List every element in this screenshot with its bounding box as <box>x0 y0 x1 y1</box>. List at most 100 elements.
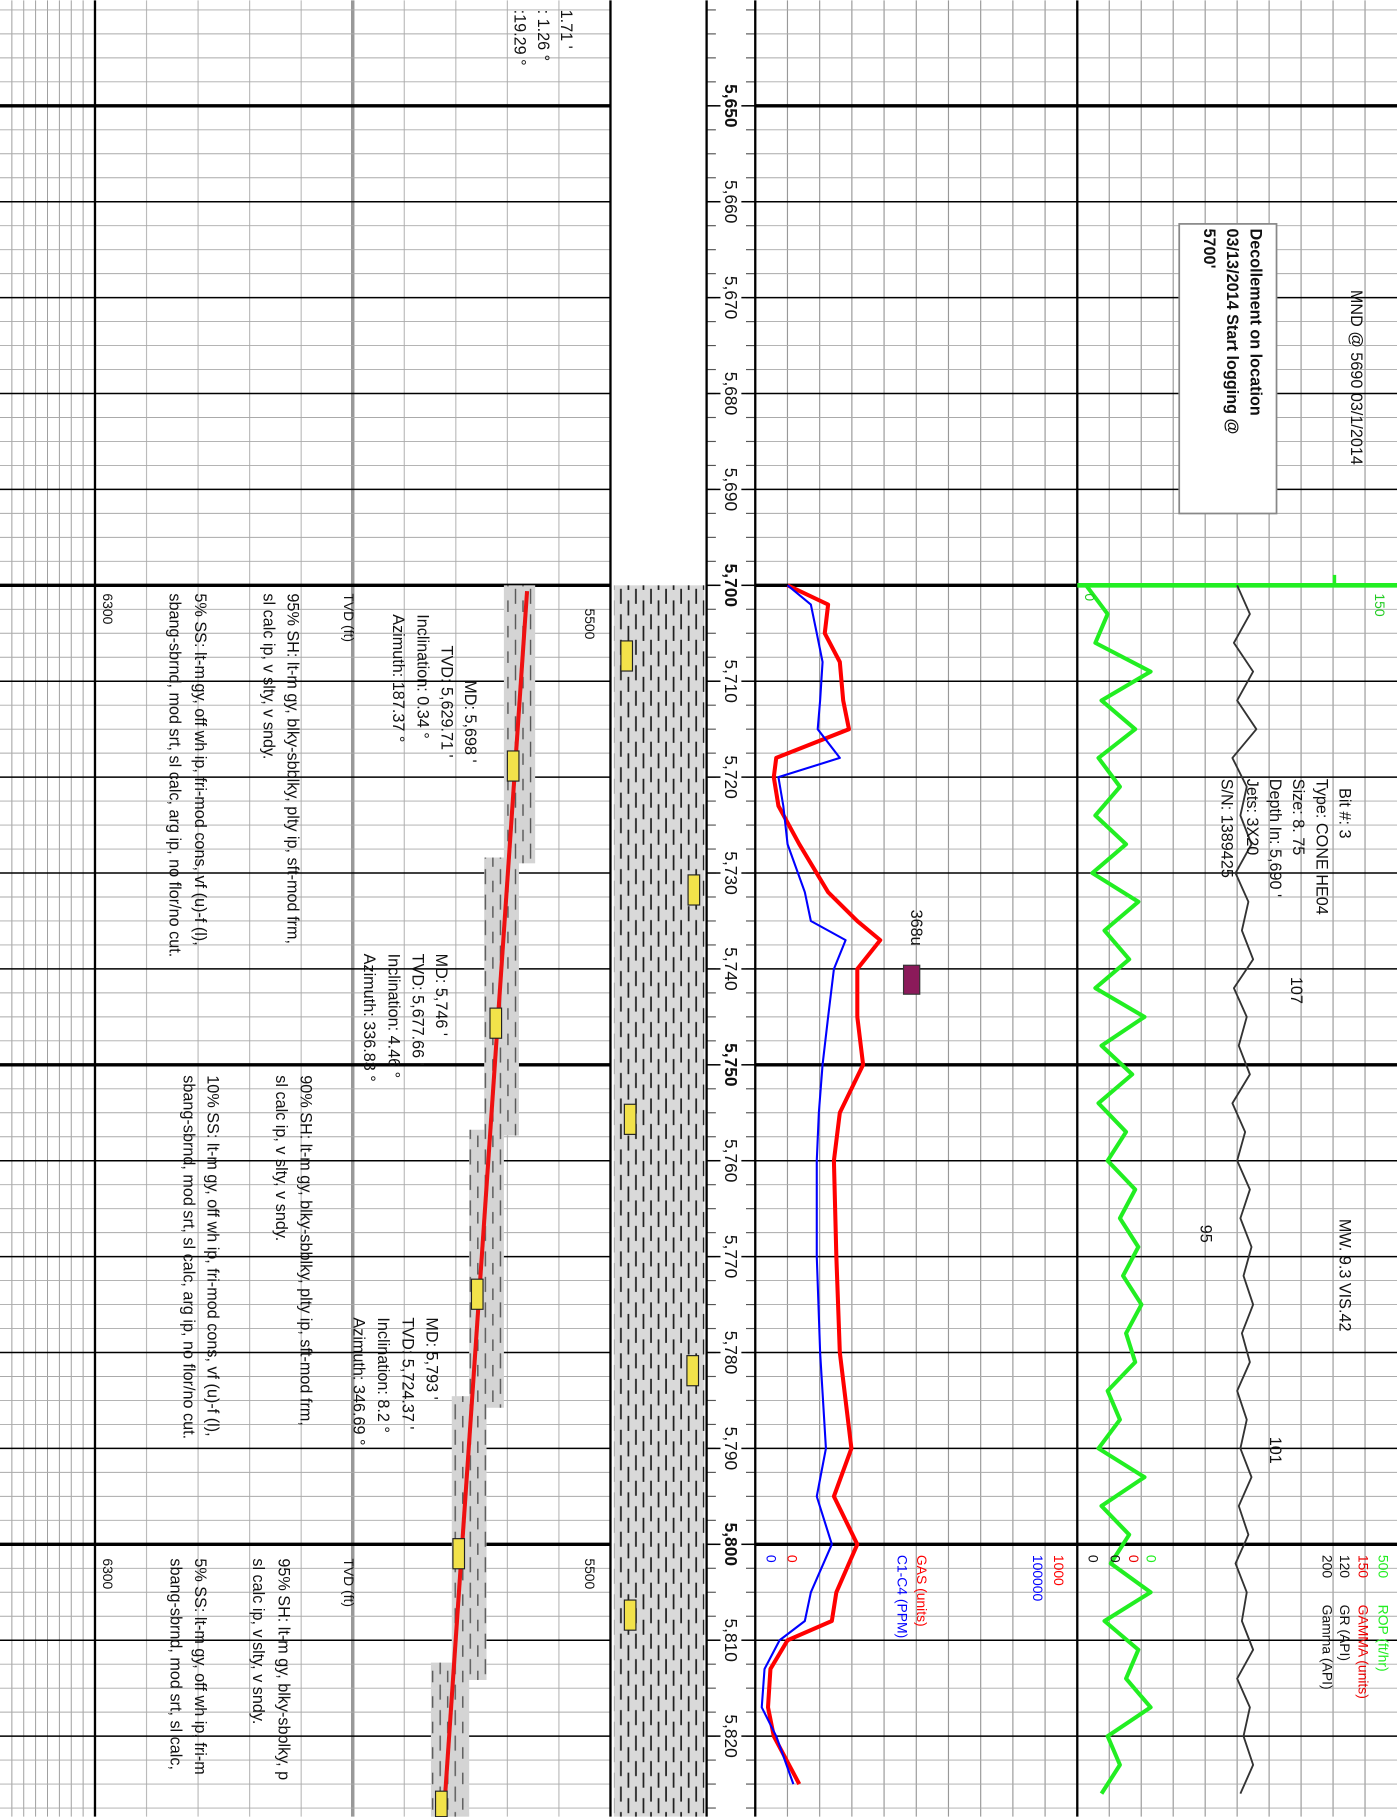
annotation: MND @ 5690 03/1/2014 <box>1347 290 1365 465</box>
header-label: Gamma (API) <box>1320 1605 1336 1690</box>
annotation: 5% SS: lt-m gy, off wh ip, fri-mod cons,… <box>191 593 209 945</box>
depth-label: 5,650 <box>721 84 741 127</box>
depth-label: 5,820 <box>721 1714 741 1757</box>
sand-marker <box>623 1599 637 1631</box>
annotation: 5700' <box>1200 229 1218 269</box>
curve <box>760 584 847 1785</box>
legend-label: ROP (ft/hr) <box>1375 1605 1391 1672</box>
gas-marker <box>902 964 921 995</box>
depth-label: 5,680 <box>721 372 741 415</box>
depth-label: 5,810 <box>721 1618 741 1661</box>
annotation: 5500 <box>582 608 598 639</box>
annotation: sbang-sbrnd, mod srt, sl calc, arg ip, n… <box>165 593 183 957</box>
scale-label: 0 <box>764 1555 780 1563</box>
depth-label: 5,710 <box>721 659 741 702</box>
annotation: : 1.26 ° <box>534 10 552 62</box>
sand-marker <box>434 1790 448 1817</box>
note-box <box>1178 223 1278 515</box>
well-path <box>441 590 530 1817</box>
annotation: Azimuth: 187.37 ° <box>389 614 407 742</box>
annotation: 101 <box>1266 1437 1284 1464</box>
annotation: Azimuth: 336.83 ° <box>360 954 378 1082</box>
annotation: 107 <box>1287 977 1305 1004</box>
scale-label: 0 <box>784 1555 800 1563</box>
survey-block <box>484 857 519 1136</box>
lithology <box>430 223 1397 1817</box>
annotation: Inclination: 4.46 ° <box>384 954 402 1078</box>
header-label: 150 <box>1356 1555 1372 1578</box>
annotation: TVD (ft) <box>341 593 357 642</box>
sand-marker <box>506 750 520 782</box>
sand-marker <box>623 1103 637 1135</box>
annotation: Bit #: 3 <box>1335 788 1353 838</box>
annotation: 6300 <box>100 593 116 624</box>
depth-label: 5,740 <box>721 947 741 990</box>
depth-label: 5,800 <box>721 1523 741 1566</box>
annotation: TVD: 5,724.37 ' <box>398 1317 416 1429</box>
annotation: Inclination: 8.2 ° <box>374 1317 392 1432</box>
annotation: MD: 5,698 ' <box>461 680 479 762</box>
labels: 5,650 5,660 5,670 5,680 5,690 5,700 5,710 5,720… <box>100 10 1391 1781</box>
annotation: 10% SS: lt-m gy, off wh ip, fri-mod cons… <box>204 1075 222 1436</box>
annotation: 6300 <box>100 1558 116 1589</box>
scale-label: 1000 <box>1051 1555 1067 1586</box>
annotation: 03/13/2014 Start logging @ <box>1223 229 1241 435</box>
annotation: TVD (ft) <box>341 1558 357 1607</box>
annotation: sbang-sbrnd, mod srt, sl calc, <box>167 1558 185 1770</box>
header-label: 0 <box>1086 1555 1102 1563</box>
curve <box>1084 584 1153 1795</box>
annotation: sl calc ip, v slty, v sndy. <box>259 593 277 759</box>
annotation: Inclination: 0.34 ° <box>413 614 431 738</box>
annotation: :19.29 ° <box>511 10 529 66</box>
annotation: 95% SH: lt-m gy, blky-sbblky, plty ip, s… <box>284 593 302 944</box>
header-label: 0 <box>1082 593 1098 601</box>
annotation: Depth In: 5,690 ' <box>1266 779 1284 897</box>
annotation: S/N: 1389425 <box>1217 779 1235 878</box>
sand-marker <box>452 1538 466 1570</box>
depth-label: 5,760 <box>721 1139 741 1182</box>
depth-label: 5,770 <box>721 1235 741 1278</box>
annotation: 95% SH: lt-m gy, blky-sbblky, p <box>274 1558 292 1780</box>
annotation: Size: 8. 75 <box>1289 779 1307 856</box>
curves <box>760 583 1258 1795</box>
header-label: 150 <box>1372 593 1388 616</box>
annotation: sl calc ip, v slty, v sndy. <box>249 1558 267 1724</box>
depth-label: 5,730 <box>721 851 741 894</box>
depth-label: 5,790 <box>721 1427 741 1470</box>
annotation: Decollement on location <box>1246 229 1264 416</box>
header-label: 0 <box>1126 1555 1142 1563</box>
annotation: Jets: 3X20 <box>1243 779 1261 856</box>
sand-marker <box>620 640 634 672</box>
depth-label: 5,660 <box>721 180 741 223</box>
annotation: MD: 5,746 ' <box>432 954 450 1036</box>
annotation: TVD: 5,677.66 ' <box>409 954 427 1066</box>
sand-marker <box>687 874 701 906</box>
legend-label: C1-C4 (PPM) <box>895 1555 911 1638</box>
curve <box>765 583 883 1786</box>
depth-label: 5,690 <box>721 468 741 511</box>
annotation: 95 <box>1196 1225 1214 1243</box>
lithology-shale <box>613 585 705 1817</box>
annotation: MD: 5,793 ' <box>423 1317 441 1399</box>
scale-label: 500 <box>1375 1555 1391 1578</box>
annotation: Azimuth: 346.69 ° <box>350 1317 368 1445</box>
depth-label: 5,700 <box>721 564 741 607</box>
annotation: 368u <box>907 910 925 946</box>
depth-label: 5,720 <box>721 755 741 798</box>
annotation: TVD: 5,629.71 ' <box>438 646 456 758</box>
sand-marker <box>686 1355 700 1387</box>
header-label: 120 <box>1337 1555 1353 1578</box>
depth-label: 5,670 <box>721 276 741 319</box>
header-label: GAMMA (units) <box>1356 1605 1372 1699</box>
sand-marker <box>470 1278 484 1310</box>
annotation: 5500 <box>582 1558 598 1589</box>
annotation: MW. 9.3 VIS.42 <box>1335 1219 1353 1332</box>
depth-label: 5,750 <box>721 1043 741 1086</box>
annotation: sbang-sbrnd, mod srt, sl calc, arg ip, n… <box>179 1075 197 1439</box>
depth-label: 5,780 <box>721 1331 741 1374</box>
legend-label: GR (API) <box>1337 1605 1353 1661</box>
legend-label: GAS (units) <box>914 1555 930 1627</box>
